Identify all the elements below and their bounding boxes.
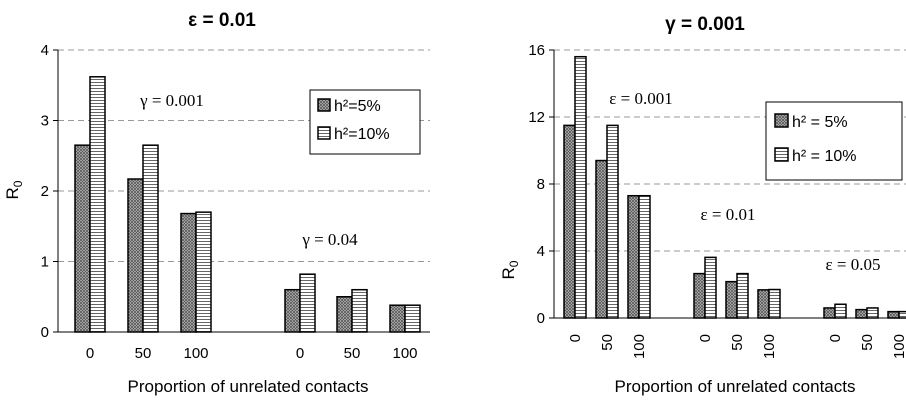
chart-left-bar-h10	[195, 211, 212, 333]
chart-left-bar-h10	[299, 273, 316, 333]
chart-left-bars	[74, 76, 421, 333]
chart-left-ytick-label: 3	[41, 113, 49, 130]
chart-left-bar-h10	[142, 144, 159, 333]
chart-left-xtick-label: 50	[135, 345, 152, 362]
chart-right-xtick-label: 50	[859, 334, 876, 351]
chart-right-ylabel-sub: 0	[507, 260, 521, 267]
chart-left-legend-label-1: h²=5%	[334, 98, 381, 115]
chart-left-bar-h5	[74, 144, 91, 333]
chart-left-ylabel-main: R	[3, 187, 22, 199]
chart-right-legend-swatch-2	[774, 147, 789, 162]
svg-text:R0: R0	[3, 180, 25, 199]
chart-left-bar-h10	[404, 304, 421, 333]
chart-right-xtick-label: 100	[891, 334, 906, 359]
chart-right-x-ticks: 0 50 100 0 50 100 0 50 100	[567, 334, 906, 359]
chart-left-bar-h5	[284, 288, 301, 333]
chart-right-ytick-label: 8	[537, 176, 545, 193]
chart-right-bar-h10	[866, 307, 879, 319]
chart-left-ytick-label: 2	[41, 183, 49, 200]
chart-right-ylabel: R0	[499, 260, 521, 279]
chart-right-legend: h² = 5% h² = 10%	[765, 101, 903, 181]
chart-right-xtick-label: 0	[567, 334, 584, 342]
chart-left-xtick-label: 0	[296, 345, 304, 362]
chart-right-bar-h5	[757, 289, 770, 319]
chart-left-xtick-label: 0	[86, 345, 94, 362]
chart-left-ylabel: R0	[3, 180, 25, 199]
chart-right-bar-h10	[574, 55, 587, 319]
chart-right-title: γ = 0.001	[665, 14, 745, 35]
chart-left-title: ε = 0.01	[188, 10, 256, 31]
chart-left-bar-h5	[180, 212, 197, 333]
chart-right-bars	[563, 55, 906, 319]
chart-right-xlabel: Proportion of unrelated contacts	[615, 377, 856, 396]
chart-left-y-ticks: 0 1 2 3 4	[41, 42, 58, 341]
svg-text:R0: R0	[499, 260, 521, 279]
chart-left-ytick-label: 1	[41, 254, 49, 271]
chart-right-bar-h10	[834, 303, 847, 319]
chart-left-legend-label-2: h²=10%	[334, 126, 390, 143]
chart-right-bar-h10	[704, 256, 717, 319]
chart-right-bar-h5	[725, 280, 738, 319]
chart-right-bar-h5	[627, 194, 640, 319]
chart-right-bar-h5	[855, 308, 868, 319]
chart-right-bar-h5	[823, 307, 836, 319]
chart-right-ytick-label: 0	[537, 310, 545, 327]
chart-right-ytick-label: 16	[528, 42, 545, 59]
chart-right-ytick-label: 12	[528, 109, 545, 126]
chart-right-xtick-label: 100	[761, 334, 778, 359]
chart-right-annotation-eps-2: ε = 0.01	[701, 205, 756, 224]
chart-left-annotation-gamma-low: γ = 0.001	[139, 91, 204, 110]
chart-left-xtick-label: 100	[392, 345, 417, 362]
chart-left-x-ticks: 0 50 100 0 50 100	[86, 345, 418, 362]
chart-right-xtick-label: 100	[631, 334, 648, 359]
chart-right-legend-label-1: h² = 5%	[792, 114, 848, 131]
chart-right-xtick-label: 50	[729, 334, 746, 351]
chart-right-bar-h10	[638, 194, 651, 319]
chart-left-bar-h5	[336, 296, 353, 333]
chart-right-xtick-label: 0	[697, 334, 714, 342]
chart-left-bar-h5	[127, 178, 144, 333]
chart-left-bar-h5	[389, 304, 406, 333]
chart-left-bar-h10	[89, 76, 106, 333]
chart-right-annotation-eps-3: ε = 0.05	[826, 255, 881, 274]
chart-right-bar-h5	[563, 124, 576, 319]
chart-right-annotation-eps-1: ε = 0.001	[609, 89, 672, 108]
chart-left-annotation-gamma-high: γ = 0.04	[301, 230, 358, 249]
chart-right-xtick-label: 50	[599, 334, 616, 351]
chart-right-bar-h5	[595, 159, 608, 319]
chart-right-legend-swatch-1	[774, 113, 789, 128]
chart-right-bar-h10	[606, 124, 619, 319]
chart-right-bar-h10	[768, 288, 781, 319]
chart-left-ytick-label: 4	[41, 42, 49, 59]
chart-right-bar-h5	[693, 272, 706, 319]
chart-left-legend-swatch-2	[317, 126, 331, 140]
chart-left-bar-h10	[351, 288, 368, 333]
chart-left-ytick-label: 0	[41, 324, 49, 341]
chart-left-legend-swatch-1	[317, 98, 331, 112]
chart-left-gridlines	[58, 49, 430, 262]
chart-right-bar-h10	[736, 272, 749, 319]
chart-right-xtick-label: 0	[827, 334, 844, 342]
chart-left-xtick-label: 100	[183, 345, 208, 362]
chart-left-ylabel-sub: 0	[11, 180, 25, 187]
chart-left-legend: h²=5% h²=10%	[309, 89, 421, 155]
chart-right-bar-h10	[898, 310, 906, 319]
chart-right-legend-label-2: h² = 10%	[792, 148, 856, 165]
chart-left-xlabel: Proportion of unrelated contacts	[128, 377, 369, 396]
chart-right-y-ticks: 0 4 8 12 16	[528, 42, 554, 327]
chart-right-ylabel-main: R	[499, 267, 518, 279]
chart-right-bar-h5	[887, 310, 900, 319]
chart-left-xtick-label: 50	[344, 345, 361, 362]
chart-right-ytick-label: 4	[537, 243, 545, 260]
